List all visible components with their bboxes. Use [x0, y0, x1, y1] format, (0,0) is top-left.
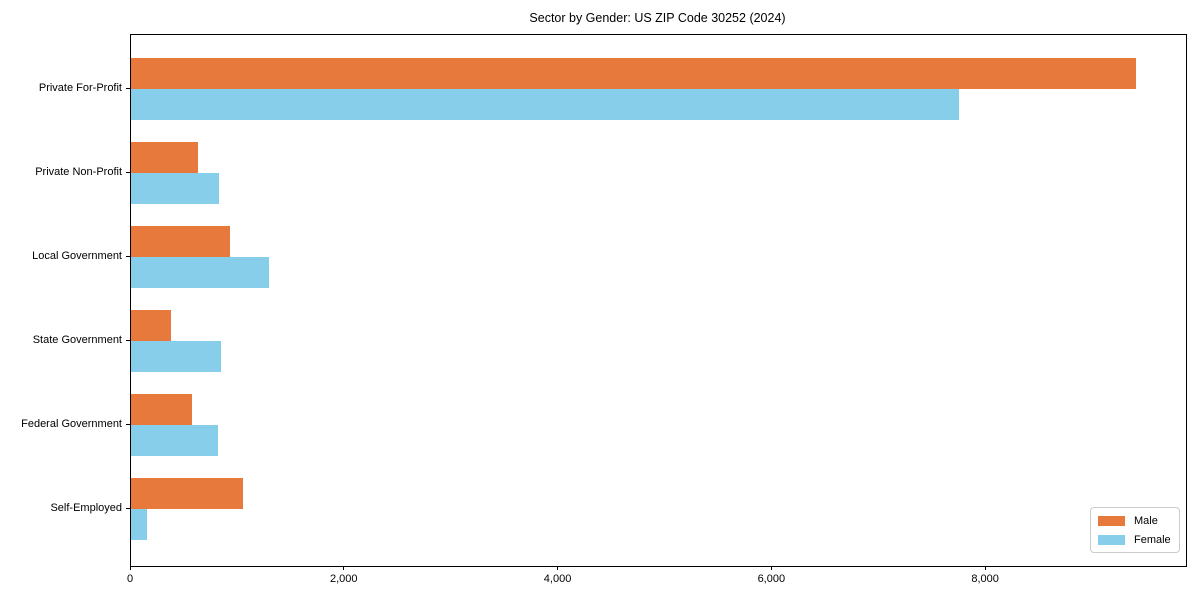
y-tick-mark — [126, 172, 130, 173]
bar-male-private-for-profit — [131, 58, 1136, 89]
y-axis-label-local-government: Local Government — [32, 250, 122, 262]
bar-female-state-government — [131, 341, 221, 372]
x-tick-mark — [343, 566, 345, 570]
x-tick-mark — [129, 566, 131, 570]
bar-female-self-employed — [131, 509, 147, 540]
bar-female-private-for-profit — [131, 89, 959, 120]
legend-entry-female: Female — [1098, 533, 1172, 547]
y-tick-mark — [126, 256, 130, 257]
legend-swatch-male — [1098, 516, 1125, 526]
x-tick-mark — [557, 566, 559, 570]
bar-female-private-non-profit — [131, 173, 219, 204]
y-axis-label-state-government: State Government — [32, 334, 122, 346]
bar-female-local-government — [131, 257, 269, 288]
legend-label-male: Male — [1134, 514, 1158, 527]
bar-male-self-employed — [131, 478, 243, 509]
x-tick-label: 0 — [126, 573, 134, 585]
bar-male-local-government — [131, 226, 230, 257]
y-tick-mark — [126, 340, 130, 341]
legend: Male Female — [1090, 507, 1180, 553]
y-axis-label-private-non-profit: Private Non-Profit — [35, 166, 122, 178]
bar-male-private-non-profit — [131, 142, 198, 173]
plot-area — [130, 34, 1187, 567]
y-tick-mark — [126, 88, 130, 89]
bar-female-federal-government — [131, 425, 218, 456]
legend-swatch-female — [1098, 535, 1125, 545]
legend-label-female: Female — [1134, 533, 1171, 546]
x-tick-label: 2,000 — [330, 573, 358, 585]
y-axis-label-private-for-profit: Private For-Profit — [38, 82, 122, 94]
bar-male-federal-government — [131, 394, 192, 425]
y-tick-mark — [126, 508, 130, 509]
x-tick-label: 6,000 — [757, 573, 786, 585]
x-tick-label: 8,000 — [971, 573, 999, 585]
y-axis-label-self-employed: Self-Employed — [50, 502, 122, 514]
x-tick-mark — [984, 566, 986, 570]
bar-male-state-government — [131, 310, 171, 341]
chart-title: Sector by Gender: US ZIP Code 30252 (202… — [529, 11, 786, 25]
x-tick-mark — [770, 566, 772, 570]
y-tick-mark — [126, 424, 130, 425]
y-axis-label-federal-government: Federal Government — [21, 418, 122, 430]
x-tick-label: 4,000 — [543, 573, 572, 585]
legend-entry-male: Male — [1098, 514, 1172, 528]
